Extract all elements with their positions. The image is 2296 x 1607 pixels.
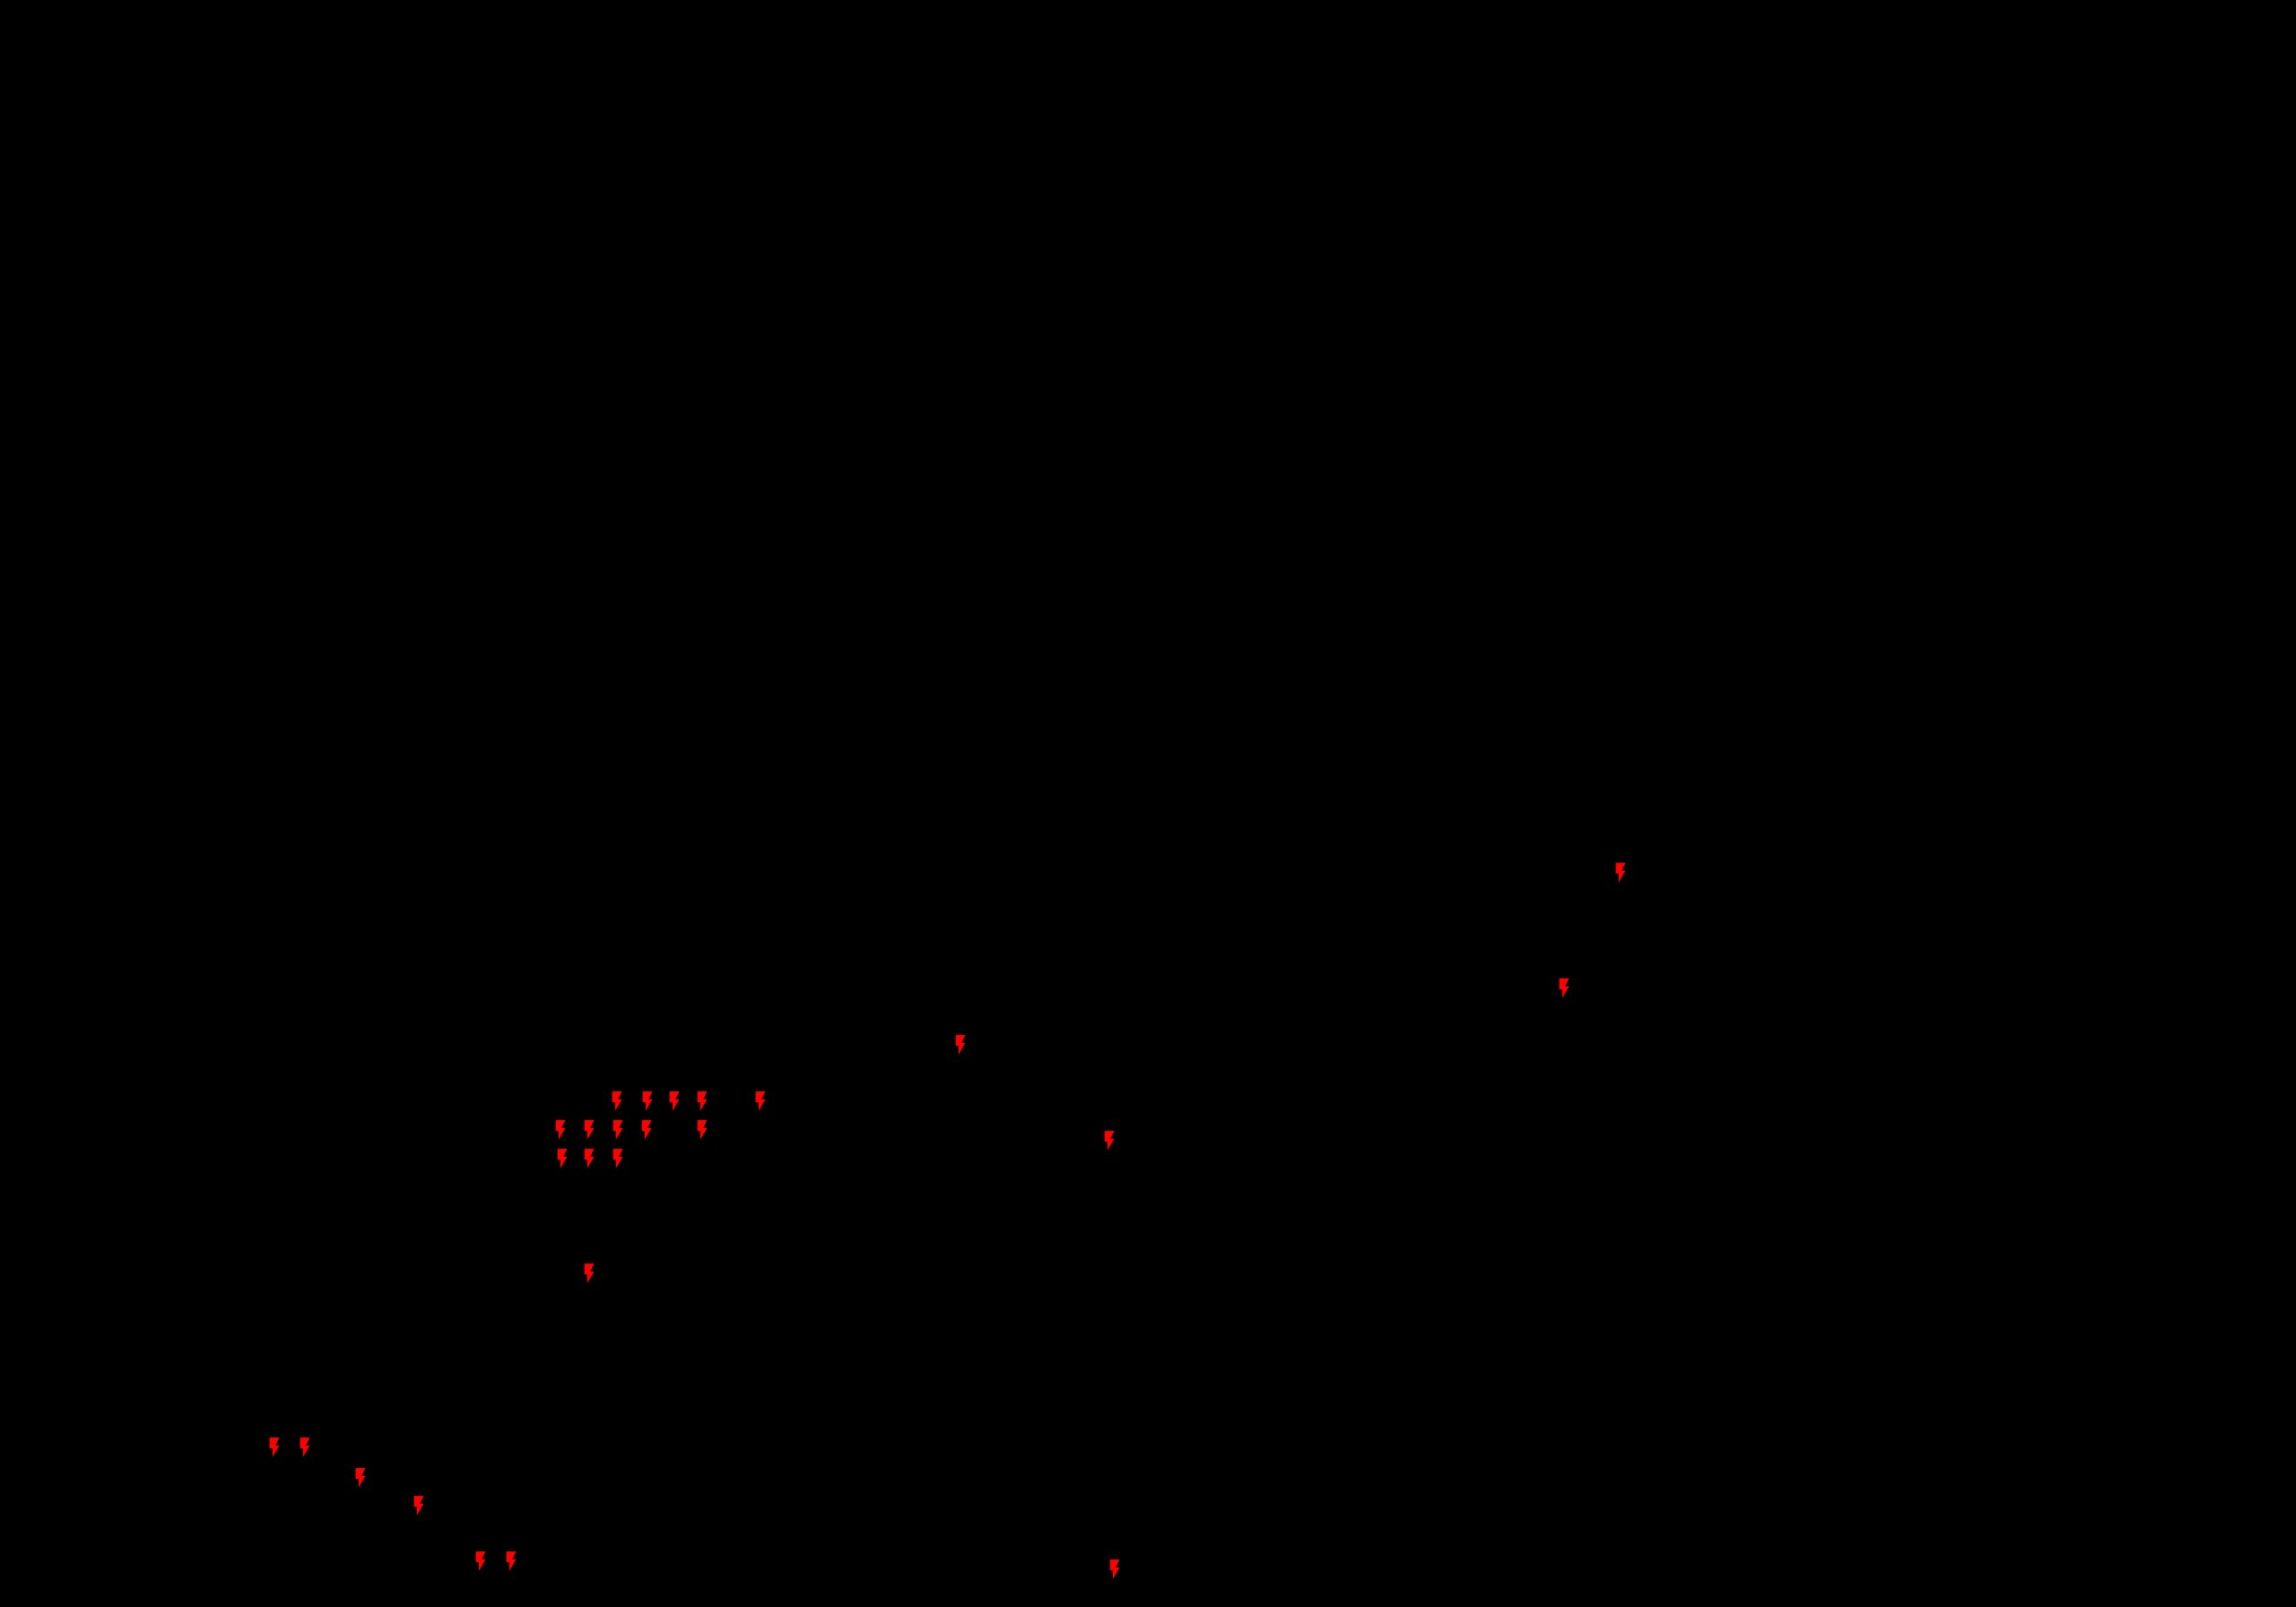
- lightning-strike-icon[interactable]: [1098, 1129, 1121, 1152]
- lightning-strike-icon[interactable]: [635, 1118, 658, 1142]
- lightning-strike-icon[interactable]: [349, 1466, 372, 1490]
- lightning-strike-icon[interactable]: [407, 1494, 430, 1517]
- lightning-strike-icon[interactable]: [636, 1090, 659, 1113]
- lightning-strike-icon[interactable]: [293, 1436, 317, 1459]
- lightning-strike-icon[interactable]: [578, 1118, 601, 1142]
- lightning-strike-icon[interactable]: [551, 1147, 574, 1170]
- lightning-strike-icon[interactable]: [691, 1118, 714, 1142]
- lightning-strike-icon[interactable]: [949, 1033, 972, 1056]
- lightning-strike-icon[interactable]: [1103, 1558, 1126, 1581]
- lightning-strike-icon[interactable]: [263, 1436, 286, 1459]
- lightning-strike-icon[interactable]: [469, 1550, 492, 1573]
- lightning-strike-icon[interactable]: [605, 1090, 629, 1113]
- lightning-strike-icon[interactable]: [663, 1090, 686, 1113]
- lightning-strike-icon[interactable]: [1609, 861, 1632, 884]
- lightning-strike-icon[interactable]: [549, 1118, 572, 1142]
- lightning-strike-icon[interactable]: [606, 1118, 630, 1142]
- lightning-strike-icon[interactable]: [1552, 977, 1576, 1000]
- lightning-strike-icon[interactable]: [606, 1147, 630, 1170]
- lightning-strike-icon[interactable]: [578, 1262, 601, 1285]
- lightning-strike-icon[interactable]: [578, 1147, 601, 1170]
- lightning-strike-icon[interactable]: [500, 1550, 523, 1573]
- lightning-strike-icon[interactable]: [691, 1090, 714, 1113]
- lightning-strike-icon[interactable]: [749, 1090, 772, 1113]
